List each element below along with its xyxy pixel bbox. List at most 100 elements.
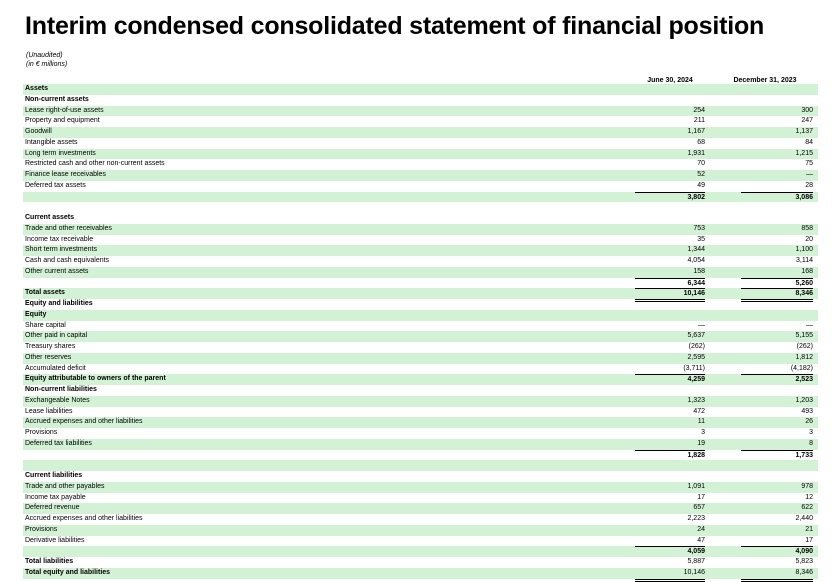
value-june-2024: 5,637 bbox=[687, 332, 705, 340]
table-row: 1,828 1,733 bbox=[23, 449, 818, 461]
row-label: Lease liabilities bbox=[25, 407, 73, 415]
value-june-2024: 1,828 bbox=[635, 449, 705, 461]
value-june-2024: 17 bbox=[697, 493, 705, 501]
value-june-2024: 1,091 bbox=[687, 482, 705, 490]
table-row: 4,059 4,090 bbox=[23, 546, 818, 557]
table-row: Intangible assets 68 84 bbox=[23, 138, 818, 149]
value-december-2023: 247 bbox=[801, 117, 813, 125]
table-row: Exchangeable Notes 1,323 1,203 bbox=[23, 395, 818, 407]
row-label: Trade and other receivables bbox=[25, 224, 112, 232]
row-label: Income tax receivable bbox=[25, 235, 94, 243]
unaudited-note: (Unaudited) bbox=[26, 52, 63, 59]
table-row: Finance lease receivables 52 — bbox=[23, 170, 818, 181]
row-label: Accrued expenses and other liabilities bbox=[25, 418, 143, 426]
row-label: Total liabilities bbox=[25, 558, 74, 565]
table-row: Accrued expenses and other liabilities 11… bbox=[23, 417, 818, 428]
value-june-2024: 753 bbox=[693, 224, 705, 232]
value-june-2024: 24 bbox=[697, 525, 705, 533]
table-row: Non-current liabilities bbox=[23, 385, 818, 396]
row-label: Goodwill bbox=[25, 128, 52, 135]
table-row: Other paid in capital 5,637 5,155 bbox=[23, 331, 818, 342]
value-june-2024: 70 bbox=[697, 160, 705, 168]
value-june-2024: 1,931 bbox=[687, 149, 705, 157]
row-label: Deferred tax assets bbox=[25, 181, 86, 189]
table-row: Current liabilities bbox=[23, 471, 818, 482]
statement-table: Assets Non-current assets Lease right-of-u… bbox=[23, 84, 818, 582]
value-june-2024: 1,167 bbox=[687, 128, 705, 135]
row-label: Exchangeable Notes bbox=[25, 396, 90, 404]
table-row: 3,802 3,086 bbox=[23, 191, 818, 203]
value-december-2023: 1,215 bbox=[795, 149, 813, 157]
table-row: Short term investments 1,344 1,100 bbox=[23, 245, 818, 256]
value-december-2023: 20 bbox=[805, 235, 813, 243]
row-label: Share capital bbox=[25, 321, 66, 329]
value-december-2023: 168 bbox=[801, 267, 813, 275]
value-december-2023: 1,137 bbox=[795, 128, 813, 135]
row-label: Total assets bbox=[25, 289, 65, 297]
value-december-2023: 28 bbox=[805, 181, 813, 189]
value-december-2023: 5,260 bbox=[741, 277, 813, 289]
value-december-2023: — bbox=[806, 171, 813, 178]
value-december-2023: 622 bbox=[801, 504, 813, 512]
value-june-2024: 254 bbox=[693, 106, 705, 114]
table-row: Total assets 10,146 8,346 bbox=[23, 288, 818, 302]
value-june-2024: 47 bbox=[697, 536, 705, 544]
value-june-2024: 158 bbox=[693, 267, 705, 275]
table-row: Provisions 3 3 bbox=[23, 428, 818, 439]
value-june-2024: 211 bbox=[693, 117, 705, 125]
row-label: Treasury shares bbox=[25, 343, 76, 350]
row-label: Deferred revenue bbox=[25, 504, 80, 512]
table-row: Provisions 24 21 bbox=[23, 524, 818, 536]
value-december-2023: 8,346 bbox=[741, 288, 813, 302]
row-label: Equity and liabilities bbox=[25, 300, 93, 307]
table-row: Treasury shares (262) (262) bbox=[23, 342, 818, 353]
row-label: Non-current assets bbox=[25, 95, 89, 103]
value-june-2024: 1,344 bbox=[687, 246, 705, 254]
value-june-2024: 5,887 bbox=[687, 558, 705, 565]
value-june-2024: 49 bbox=[697, 181, 705, 189]
value-december-2023: 12 bbox=[805, 493, 813, 501]
row-label: Current liabilities bbox=[25, 472, 83, 479]
table-row: Deferred revenue 657 622 bbox=[23, 503, 818, 514]
row-label: Cash and cash equivalents bbox=[25, 257, 110, 264]
value-june-2024: 2,595 bbox=[687, 353, 705, 361]
table-row: Equity bbox=[23, 309, 818, 321]
table-row: Restricted cash and other non-current as… bbox=[23, 159, 818, 170]
row-label: Property and equipment bbox=[25, 117, 100, 125]
value-june-2024: 19 bbox=[697, 439, 705, 447]
value-june-2024: 68 bbox=[697, 138, 705, 146]
value-december-2023: 75 bbox=[805, 160, 813, 168]
row-label: Provisions bbox=[25, 429, 58, 436]
row-label: Intangible assets bbox=[25, 138, 78, 146]
value-june-2024: 2,223 bbox=[687, 515, 705, 522]
value-december-2023: 493 bbox=[801, 407, 813, 415]
row-label: Finance lease receivables bbox=[25, 171, 106, 178]
row-label: Deferred tax liabilities bbox=[25, 439, 92, 447]
value-june-2024: 3,802 bbox=[635, 191, 705, 203]
value-june-2024: — bbox=[698, 321, 705, 329]
value-december-2023: 2,523 bbox=[741, 374, 813, 385]
table-row: Income tax receivable 35 20 bbox=[23, 235, 818, 246]
value-december-2023: 26 bbox=[805, 418, 813, 426]
row-label: Equity attributable to owners of the par… bbox=[25, 375, 166, 383]
value-december-2023: (4,182) bbox=[790, 364, 813, 372]
table-row: Total liabilities 5,887 5,823 bbox=[23, 557, 818, 568]
row-label: Non-current liabilities bbox=[25, 386, 97, 393]
value-june-2024: 6,344 bbox=[635, 277, 705, 289]
value-december-2023: 1,100 bbox=[795, 246, 813, 254]
value-december-2023: 4,090 bbox=[741, 546, 813, 557]
row-label: Income tax payable bbox=[25, 493, 86, 501]
row-label: Other current assets bbox=[25, 267, 89, 275]
table-row: Cash and cash equivalents 4,054 3,114 bbox=[23, 256, 818, 267]
value-december-2023: (262) bbox=[796, 343, 813, 350]
value-june-2024: 11 bbox=[697, 418, 705, 426]
table-row: Property and equipment 211 247 bbox=[23, 116, 818, 127]
value-june-2024: 52 bbox=[697, 171, 705, 178]
row-label: Short term investments bbox=[25, 246, 97, 254]
value-december-2023: 1,733 bbox=[741, 449, 813, 461]
table-row: Current assets bbox=[23, 213, 818, 224]
row-label: Assets bbox=[25, 85, 48, 92]
table-row: Income tax payable 17 12 bbox=[23, 493, 818, 504]
table-row: Deferred tax liabilities 19 8 bbox=[23, 438, 818, 450]
row-label: Lease right-of-use assets bbox=[25, 106, 104, 114]
